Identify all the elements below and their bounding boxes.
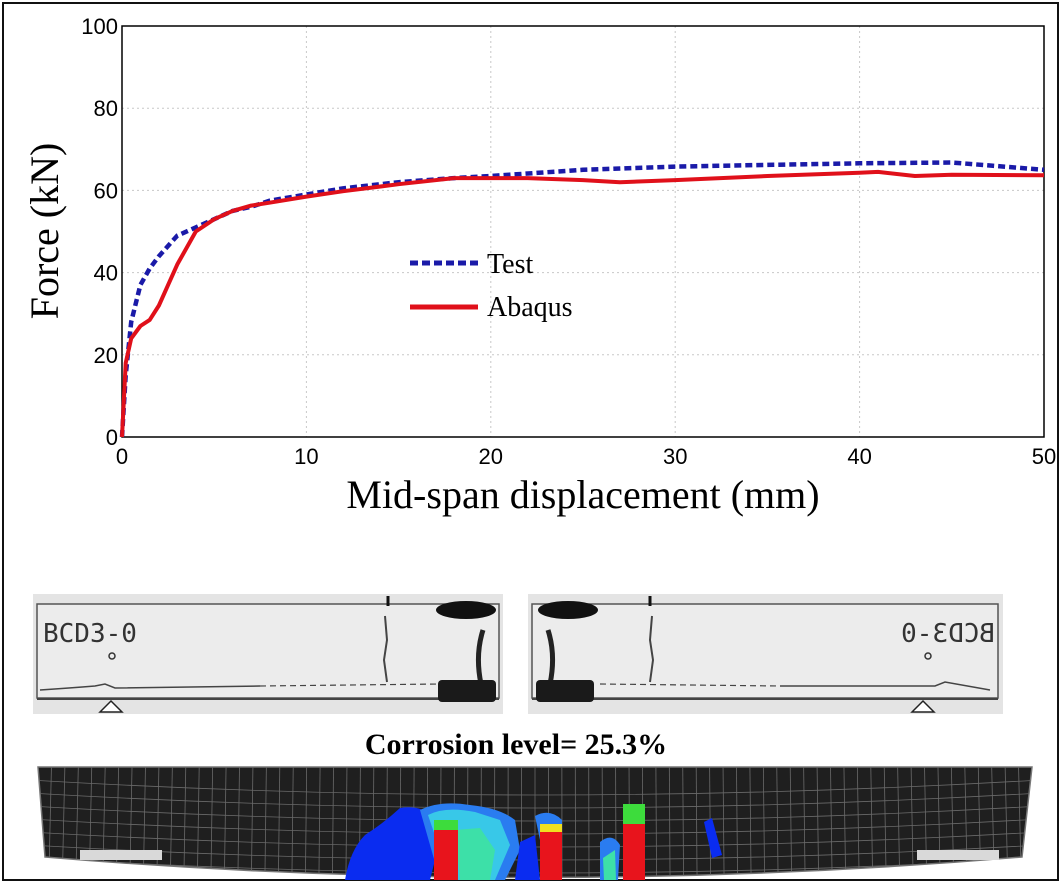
plot-area-border <box>121 25 1045 438</box>
y-tick-label: 60 <box>94 178 118 203</box>
y-tick-label: 20 <box>94 343 118 368</box>
x-axis-title: Mid-span displacement (mm) <box>346 472 819 517</box>
x-tick-label: 50 <box>1032 444 1056 469</box>
damage-contour <box>345 803 722 880</box>
series-line-abaqus <box>120 169 1045 438</box>
x-tick-label: 0 <box>116 444 128 469</box>
y-tick-label: 40 <box>94 261 118 286</box>
grid-lines <box>121 25 1045 438</box>
y-tick-labels: 0 20 40 60 80 100 <box>81 14 118 450</box>
corrosion-level-caption: Corrosion level= 25.3% <box>365 728 667 761</box>
support-plates <box>80 850 999 860</box>
specimen-label-right: BCD3-0 <box>901 619 995 649</box>
x-tick-label: 10 <box>294 444 318 469</box>
y-tick-label: 0 <box>106 425 118 450</box>
legend: Test Abaqus <box>410 249 573 323</box>
x-tick-labels: 0 10 20 30 40 50 <box>116 444 1056 469</box>
x-tick-label: 30 <box>663 444 687 469</box>
x-tick-label: 20 <box>479 444 503 469</box>
legend-test-label: Test <box>487 249 533 280</box>
fe-mesh-contour <box>37 766 1033 880</box>
specimen-photo-left: BCD3-0 <box>33 594 503 714</box>
y-tick-label: 100 <box>81 14 118 39</box>
legend-abaqus-label: Abaqus <box>487 292 573 323</box>
specimen-photo-right: BCD3-0 <box>528 594 1003 714</box>
x-tick-label: 40 <box>847 444 871 469</box>
y-axis-title: Force (kN) <box>22 143 67 320</box>
series-layer <box>119 160 1045 438</box>
specimen-label-left: BCD3-0 <box>43 619 137 649</box>
y-tick-label: 80 <box>94 96 118 121</box>
